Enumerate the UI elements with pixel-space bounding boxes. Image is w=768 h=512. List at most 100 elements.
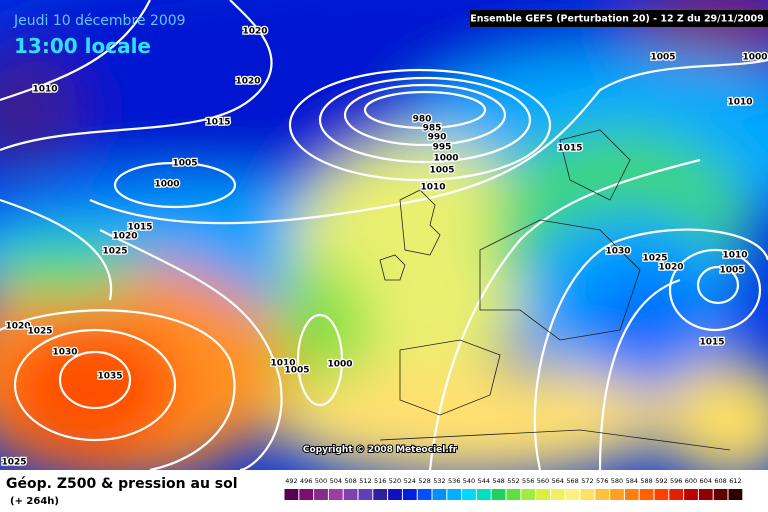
scale-label: 604 (700, 477, 712, 485)
isobar-label: 1015 (557, 144, 582, 154)
scale-label: 564 (552, 477, 564, 485)
scale-label: 492 (285, 477, 297, 485)
isobar-label: 1005 (284, 366, 309, 376)
scale-swatch (669, 489, 684, 500)
scale-swatch (462, 489, 476, 500)
coastlines (379, 129, 731, 451)
scale-swatch (447, 489, 462, 500)
scale-label: 560 (537, 477, 549, 485)
scale-label: 548 (492, 477, 504, 485)
scale-swatch (388, 489, 402, 500)
scale-label: 552 (507, 477, 519, 485)
scale-label: 600 (685, 477, 697, 485)
isobar-label: 1010 (722, 251, 747, 261)
run-info: Ensemble GEFS (Perturbation 20) - 12 Z d… (470, 14, 764, 25)
isobar-label: 1010 (270, 359, 295, 369)
isobar-label: 1015 (127, 223, 152, 233)
scale-label: 532 (433, 477, 445, 485)
scale-swatch (314, 489, 328, 500)
scale-label: 524 (404, 477, 416, 485)
local-time: 13:00 locale (14, 34, 151, 58)
footer-title: Géop. Z500 & pression au sol (6, 476, 238, 492)
isobar-label: 1025 (102, 247, 127, 257)
scale-swatch (373, 489, 388, 500)
scale-swatch (299, 489, 314, 500)
scale-label: 504 (330, 477, 342, 485)
scale-swatch (698, 489, 713, 500)
scale-label: 612 (729, 477, 741, 485)
scale-swatch (491, 489, 506, 500)
scale-swatch (432, 489, 447, 500)
isobar-label: 1005 (719, 266, 744, 276)
run-box (470, 10, 768, 27)
scale-label: 508 (344, 477, 356, 485)
scale-swatch (521, 489, 536, 500)
isobar-label: 980 (413, 115, 432, 125)
isobar-label: 1010 (420, 183, 445, 193)
isobar-label: 1010 (32, 85, 57, 95)
scale-swatch (536, 489, 550, 500)
isobar-label: 1030 (605, 247, 630, 257)
scale-swatch (684, 489, 698, 500)
scale-label: 556 (522, 477, 534, 485)
isobars (0, 0, 768, 470)
isobar-label: 1020 (112, 232, 137, 242)
scale-label: 500 (315, 477, 327, 485)
isobar-label: 1005 (650, 53, 675, 63)
isobar-label: 1000 (327, 360, 352, 370)
scale-label: 512 (359, 477, 371, 485)
isobar-label: 1020 (242, 27, 267, 37)
scale-swatch (595, 489, 610, 500)
scale-swatch (506, 489, 521, 500)
isobar-label: 1015 (699, 338, 724, 348)
isobar-label: 1000 (742, 53, 767, 63)
scale-label: 568 (566, 477, 578, 485)
scale-label: 584 (626, 477, 638, 485)
isobar-label: 1020 (235, 77, 260, 87)
isobar-label: 1005 (172, 159, 197, 169)
isobar-label: 1035 (97, 372, 122, 382)
isobar-label: 1025 (642, 254, 667, 264)
scale-swatch (624, 489, 639, 500)
scale-swatch (476, 489, 491, 500)
scale-swatch (328, 489, 343, 500)
scale-label: 572 (581, 477, 593, 485)
scale-swatch (550, 489, 565, 500)
isobar-label: 1015 (205, 118, 230, 128)
scale-swatch (610, 489, 624, 500)
isobar-label: 990 (428, 133, 447, 143)
isobar-label: 1010 (727, 98, 752, 108)
scale-label: 580 (611, 477, 623, 485)
scale-label: 536 (448, 477, 460, 485)
isobar-label: 995 (433, 143, 452, 153)
date: Jeudi 10 décembre 2009 (13, 13, 186, 29)
scale-swatch (728, 489, 743, 500)
scale-swatch (713, 489, 728, 500)
isobar-label: 1025 (27, 327, 52, 337)
scale-label: 596 (670, 477, 682, 485)
scale-swatch (417, 489, 432, 500)
isobar-label: 1020 (658, 263, 683, 273)
scale-label: 544 (478, 477, 490, 485)
scale-label: 520 (389, 477, 401, 485)
copyright: Copyright © 2008 Meteociel.fr (303, 445, 458, 455)
scale-label: 496 (300, 477, 312, 485)
scale-swatch (402, 489, 417, 500)
scale-label: 540 (463, 477, 475, 485)
isobar-label: 1020 (5, 322, 30, 332)
scale-label: 576 (596, 477, 608, 485)
isobar-label: 1000 (154, 180, 179, 190)
scale-swatch (580, 489, 595, 500)
color-scale: 492 496 500 504 508 512 516 520 524 528 532 536 540 5… (284, 477, 743, 500)
scale-label: 516 (374, 477, 386, 485)
scale-swatch (639, 489, 654, 500)
isobar-label: 1025 (1, 458, 26, 468)
scale-label: 608 (714, 477, 726, 485)
isobar-label: 985 (423, 124, 442, 134)
scale-label: 588 (640, 477, 652, 485)
footer-lead: (+ 264h) (10, 496, 59, 507)
scale-label: 528 (418, 477, 430, 485)
